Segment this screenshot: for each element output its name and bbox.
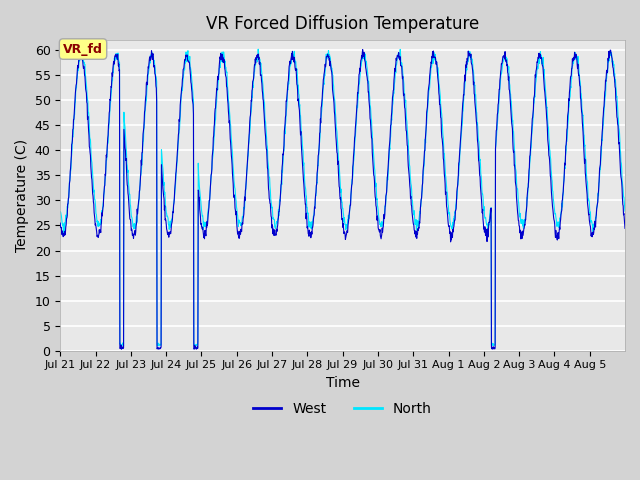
Title: VR Forced Diffusion Temperature: VR Forced Diffusion Temperature [206, 15, 479, 33]
West [317, 103, 325, 109]
North [56, 209, 64, 215]
West [614, 131, 622, 137]
North [154, 343, 162, 348]
North [621, 208, 629, 214]
North [329, 72, 337, 78]
West [477, 183, 484, 189]
X-axis label: Time: Time [326, 376, 360, 390]
West [621, 226, 629, 231]
West [328, 75, 336, 81]
North [559, 192, 567, 198]
Line: North: North [60, 49, 625, 346]
North [318, 108, 326, 113]
Line: West: West [60, 49, 625, 349]
North [254, 47, 262, 52]
Y-axis label: Temperature (C): Temperature (C) [15, 139, 29, 252]
Text: VR_fd: VR_fd [63, 43, 103, 56]
Legend: West, North: West, North [248, 396, 438, 421]
North [477, 161, 484, 167]
North [145, 69, 152, 74]
West [56, 220, 64, 226]
West [190, 347, 198, 352]
West [359, 47, 367, 52]
West [145, 65, 152, 71]
North [614, 116, 622, 122]
West [559, 189, 567, 194]
